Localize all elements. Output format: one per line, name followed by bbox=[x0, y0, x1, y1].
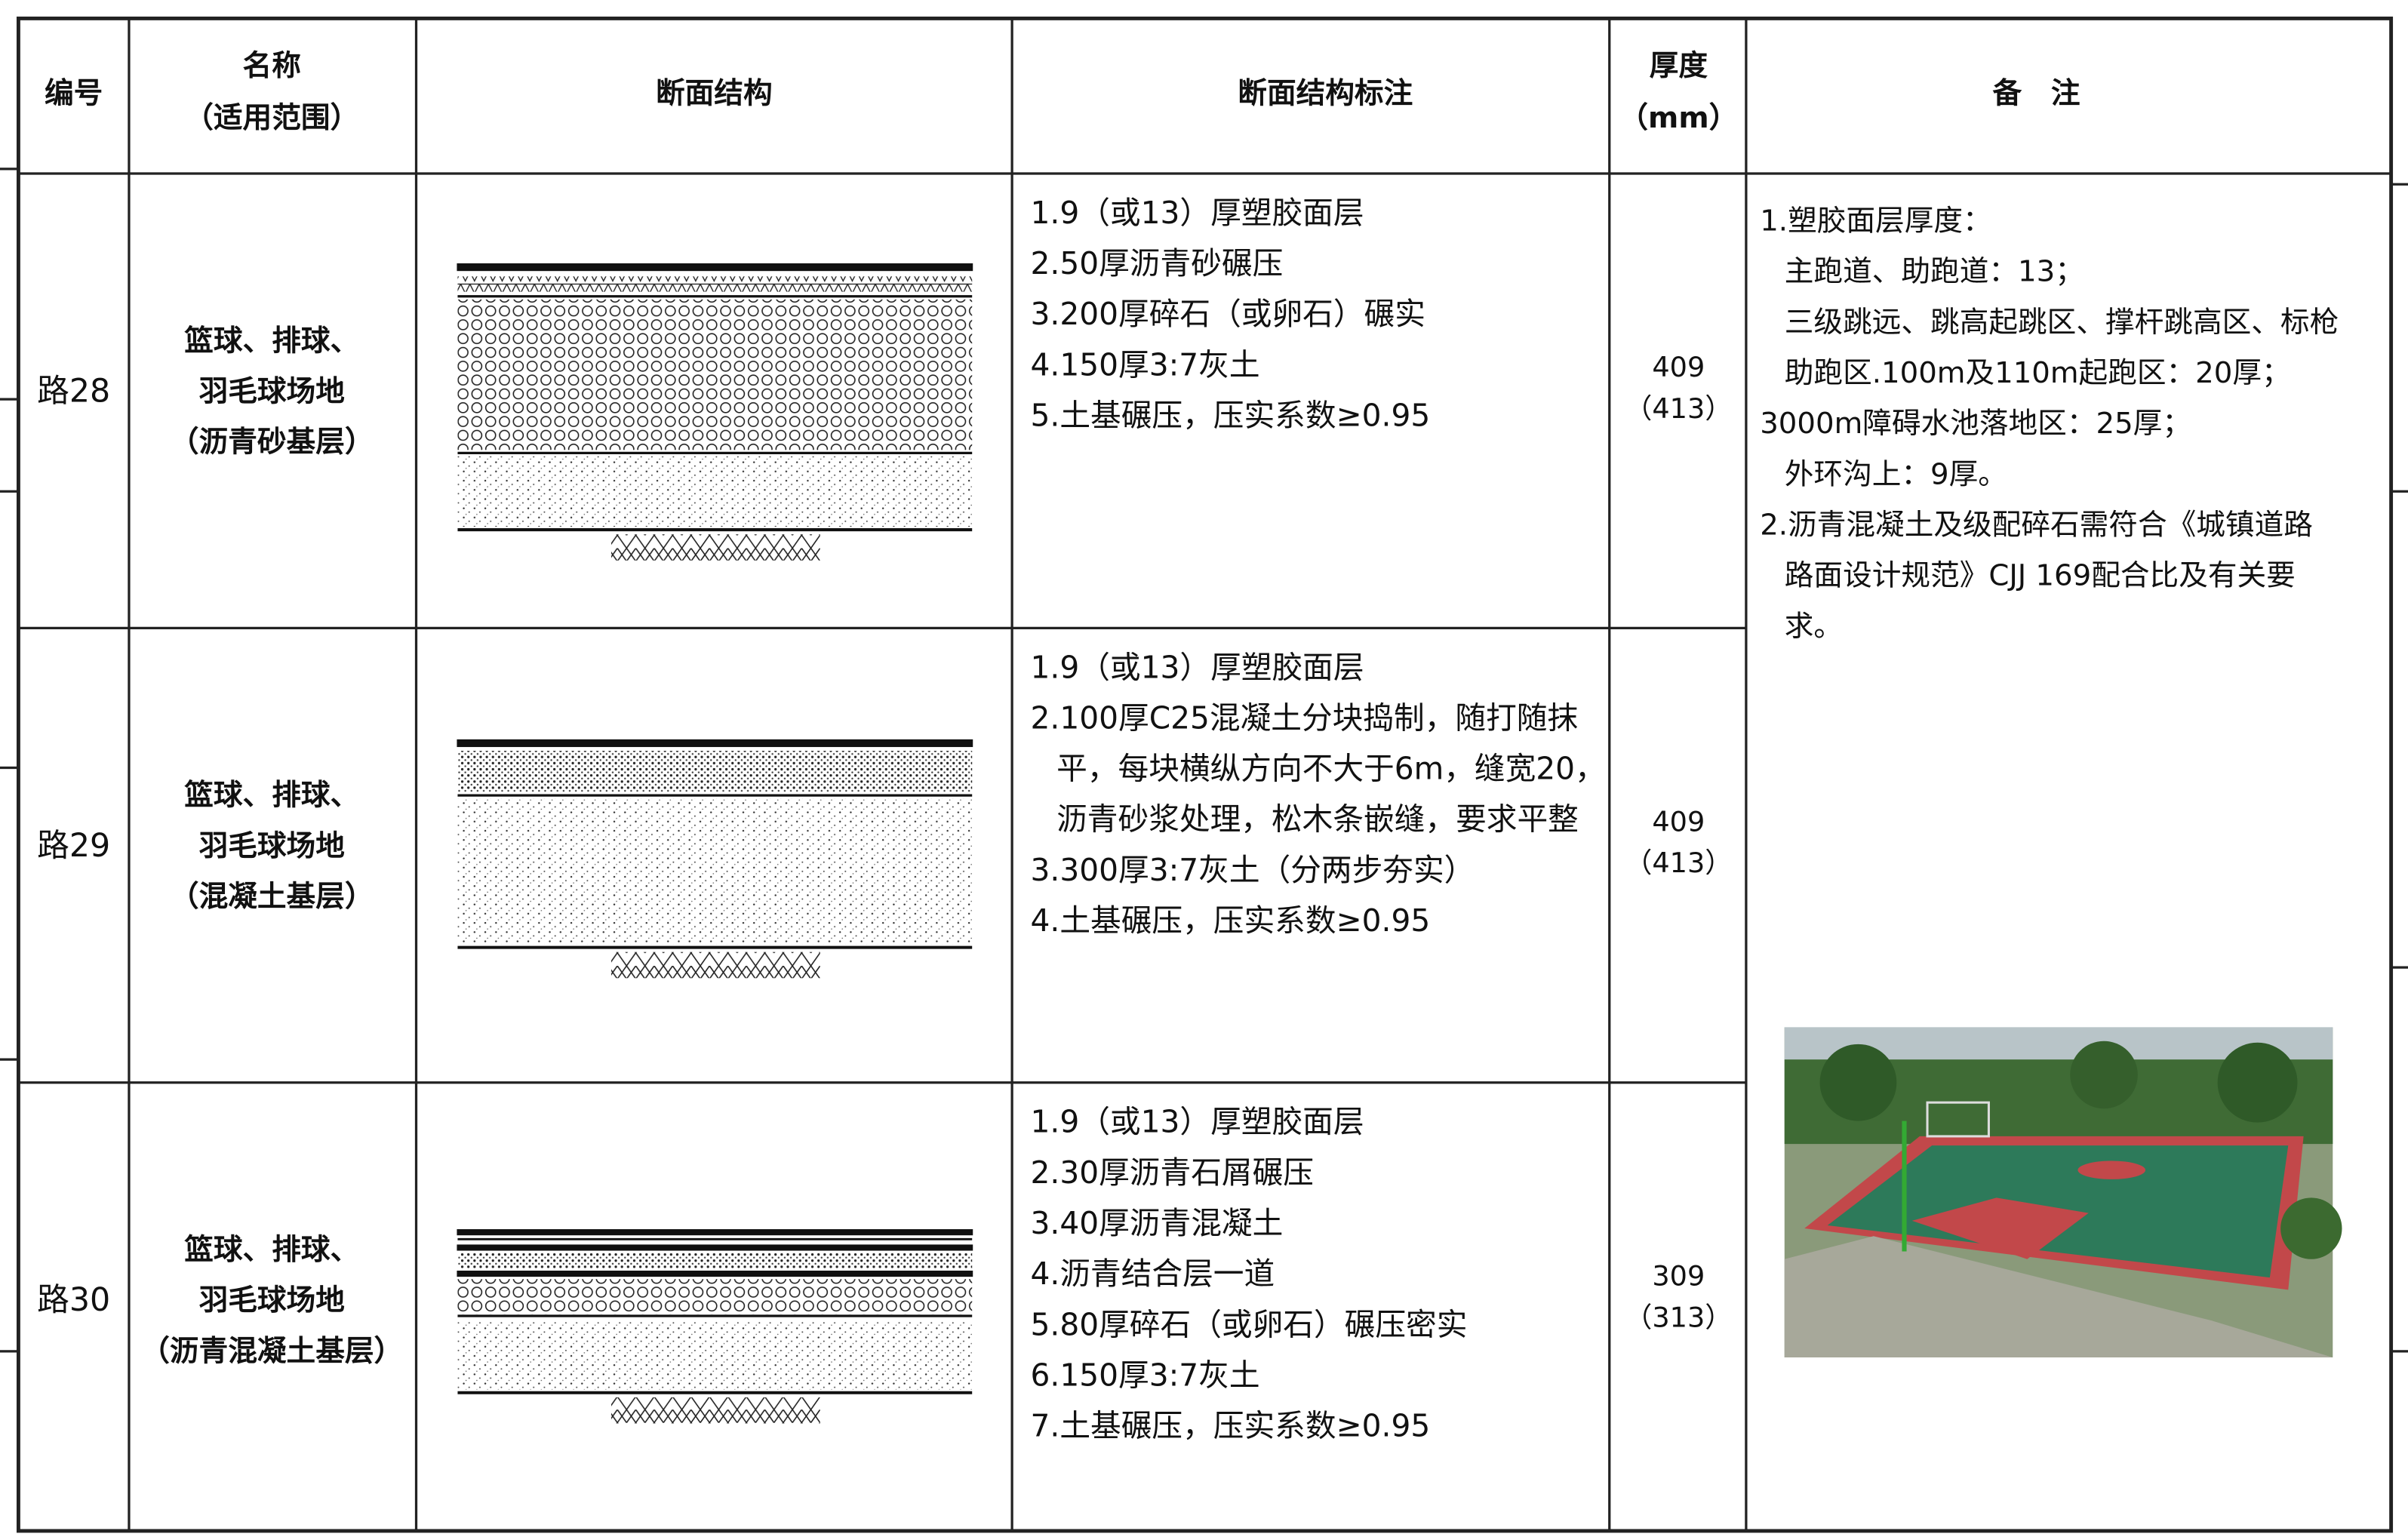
section-note: 4.土基碾压，压实系数≥0.95 bbox=[1031, 902, 1431, 939]
row-name: 羽毛球场地 bbox=[199, 1283, 345, 1317]
section-note: 1.9（或13）厚塑胶面层 bbox=[1031, 195, 1364, 231]
section-note: 平，每块横纵方向不大于6m，缝宽20， bbox=[1056, 751, 1606, 787]
thickness: （413） bbox=[1625, 847, 1733, 879]
table-grid bbox=[0, 16, 2408, 1533]
row-name: （沥青砂基层） bbox=[170, 426, 374, 460]
remark: 3000m障碍水池落地区：25厚； bbox=[1760, 407, 2191, 441]
remark: 求。 bbox=[1785, 610, 1843, 644]
row-name: 羽毛球场地 bbox=[199, 374, 345, 408]
header-cell: 备 注 bbox=[1993, 77, 2080, 111]
section-note: 3.200厚碎石（或卵石）碾实 bbox=[1031, 296, 1425, 332]
section-note: 7.土基碾压，压实系数≥0.95 bbox=[1031, 1408, 1431, 1444]
header-cell: 编号 bbox=[45, 77, 103, 111]
section-note: 2.100厚C25混凝土分块捣制，随打随抹 bbox=[1031, 699, 1579, 736]
section-diagram bbox=[457, 739, 973, 979]
header-cell: 厚度 bbox=[1650, 49, 1708, 83]
section-note: 5.土基碾压，压实系数≥0.95 bbox=[1031, 398, 1431, 434]
thickness: 409 bbox=[1652, 805, 1705, 838]
row-name: 篮球、排球、 bbox=[184, 324, 359, 358]
section-note: 1.9（或13）厚塑胶面层 bbox=[1031, 1104, 1364, 1140]
header-cell: 断面结构 bbox=[656, 77, 773, 111]
remark: 三级跳远、跳高起跳区、撑杆跳高区、标枪 bbox=[1785, 306, 2339, 340]
row-name: 篮球、排球、 bbox=[184, 779, 359, 813]
section-note: 5.80厚碎石（或卵石）碾压密实 bbox=[1031, 1306, 1468, 1342]
header-cell: （mm） bbox=[1619, 101, 1738, 135]
section-note: 2.50厚沥青砂碾压 bbox=[1031, 245, 1284, 281]
court-photo bbox=[1784, 1027, 2342, 1357]
remark: 助跑区.100m及110m起跑区：20厚； bbox=[1785, 356, 2291, 390]
remark: 路面设计规范》CJJ 169配合比及有关要 bbox=[1785, 559, 2296, 593]
section-note: 1.9（或13）厚塑胶面层 bbox=[1031, 649, 1364, 685]
thickness: 409 bbox=[1652, 351, 1705, 383]
section-note: 6.150厚3:7灰土 bbox=[1031, 1357, 1260, 1393]
header-cell: （适用范围） bbox=[184, 101, 359, 135]
row-name: 羽毛球场地 bbox=[199, 829, 345, 863]
row-name: （沥青混凝土基层） bbox=[140, 1334, 403, 1368]
header-cell: 断面结构标注 bbox=[1238, 77, 1413, 111]
row-name: 篮球、排球、 bbox=[184, 1233, 359, 1267]
section-note: 4.150厚3:7灰土 bbox=[1031, 346, 1260, 383]
header-cell: 名称 bbox=[243, 49, 301, 83]
thickness: 309 bbox=[1652, 1260, 1705, 1293]
row-name: （混凝土基层） bbox=[170, 880, 374, 914]
section-note: 沥青砂浆处理，松木条嵌缝，要求平整 bbox=[1056, 801, 1579, 838]
thickness: （313） bbox=[1625, 1302, 1733, 1334]
section-diagram bbox=[457, 1229, 973, 1424]
section-note: 2.30厚沥青石屑碾压 bbox=[1031, 1154, 1314, 1191]
row-id: 路28 bbox=[37, 372, 110, 410]
remark: 主跑道、助跑道：13； bbox=[1785, 255, 2084, 289]
remark: 2.沥青混凝土及级配碎石需符合《城镇道路 bbox=[1760, 509, 2313, 543]
thickness: （413） bbox=[1625, 392, 1733, 425]
section-note: 3.300厚3:7灰土（分两步夯实） bbox=[1031, 852, 1475, 888]
remark: 1.塑胶面层厚度： bbox=[1760, 204, 1991, 238]
row-id: 路30 bbox=[37, 1281, 110, 1319]
section-note: 4.沥青结合层一道 bbox=[1031, 1256, 1275, 1292]
section-note: 3.40厚沥青混凝土 bbox=[1031, 1205, 1284, 1241]
section-diagram bbox=[457, 263, 973, 561]
remark: 外环沟上：9厚。 bbox=[1785, 457, 2007, 491]
row-id: 路29 bbox=[37, 827, 110, 865]
